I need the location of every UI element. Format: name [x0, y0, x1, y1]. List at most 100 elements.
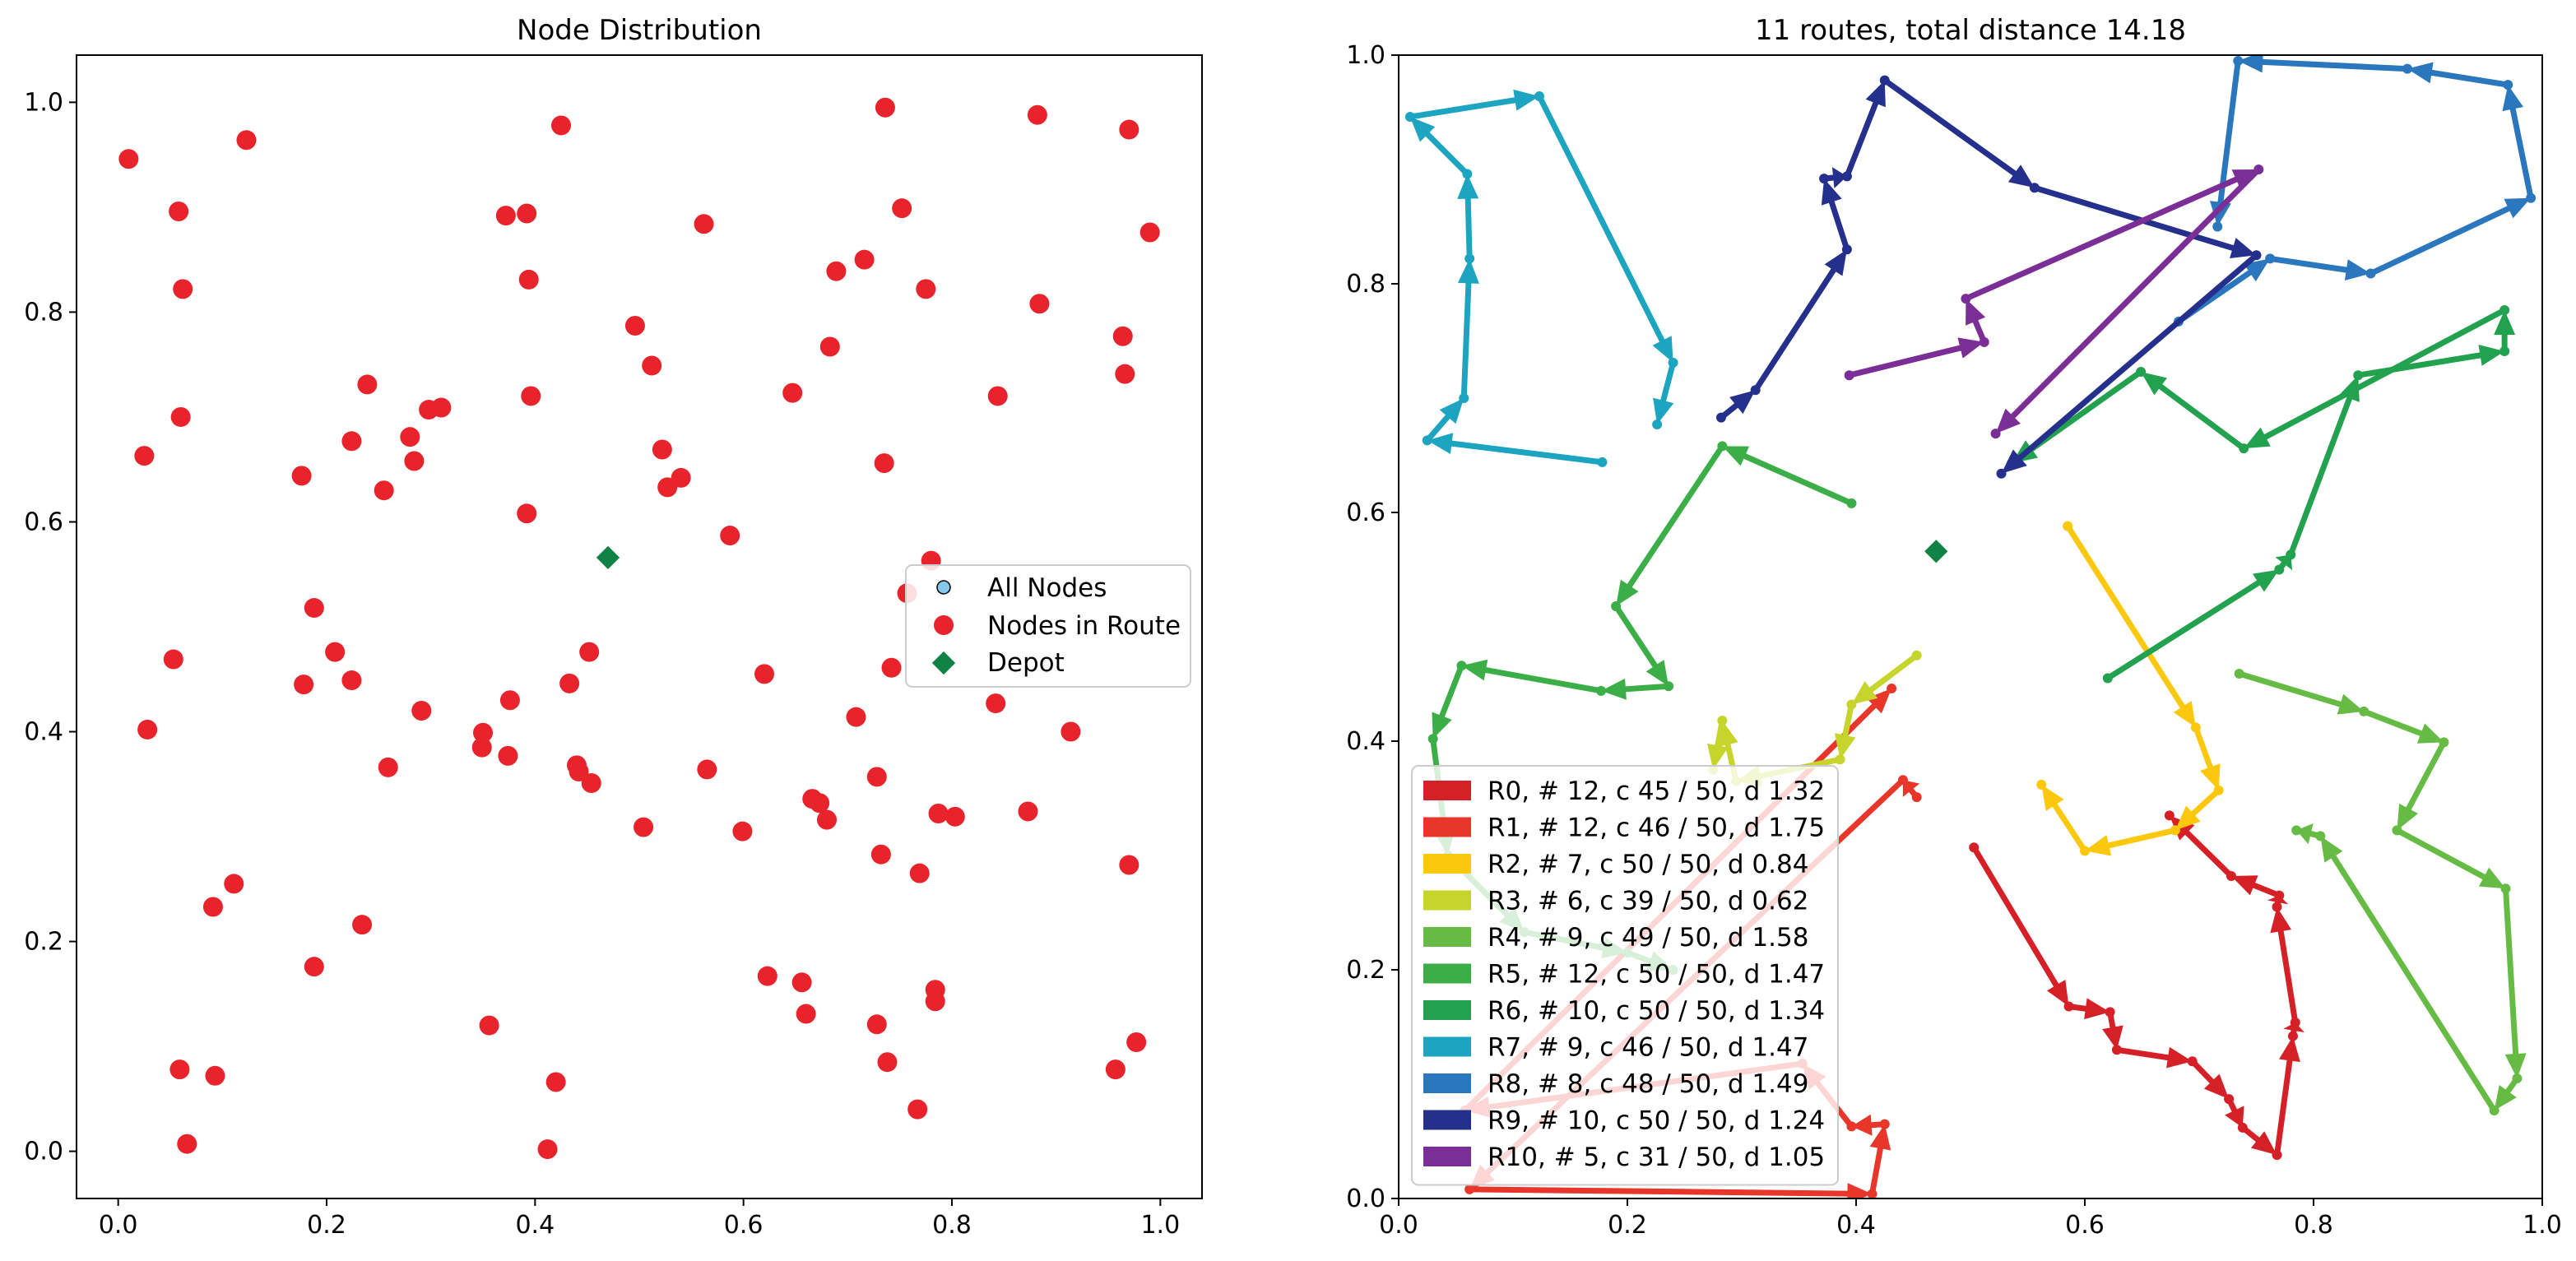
route-node: [1846, 699, 1857, 710]
route-segment: [1962, 176, 2239, 302]
node-point: [1126, 1032, 1147, 1052]
legend-swatch-r1: [1423, 817, 1471, 837]
route-node: [2251, 250, 2262, 261]
node-point: [304, 598, 324, 619]
node-point: [1112, 326, 1133, 346]
node-point: [877, 1052, 898, 1073]
routes-chart: 11 routes, total distance 14.18 0.0 0.2 0.…: [1346, 14, 2562, 1240]
route-node: [1996, 468, 2007, 479]
node-point: [810, 793, 830, 814]
node-point: [909, 863, 930, 883]
route-arrowhead: [2244, 427, 2271, 449]
route-arrowhead: [2200, 763, 2221, 790]
route-segment: [1846, 345, 1964, 378]
route-arrowhead: [2504, 197, 2532, 219]
x-tick-label: 1.0: [2523, 1211, 2562, 1240]
x-tick-label: 0.0: [1379, 1211, 1418, 1240]
y-tick-label: 0.8: [24, 298, 63, 327]
route-arrowhead: [2283, 1022, 2304, 1033]
route-arrowhead: [1957, 337, 1984, 359]
route-arrowhead: [1847, 1183, 1873, 1198]
node-point: [791, 972, 812, 993]
x-tick-label: 0.2: [1608, 1211, 1647, 1240]
route-node: [2526, 192, 2537, 203]
route-arrowhead: [1601, 678, 1627, 700]
node-point: [874, 453, 894, 474]
legend-marker-nodes-in-route: [934, 615, 954, 635]
route-r9: [1715, 75, 2262, 479]
route-node: [1427, 734, 1438, 744]
y-tick-label: 0.8: [1346, 270, 1385, 299]
route-node: [2392, 825, 2402, 836]
route-node: [2136, 367, 2147, 378]
node-point: [411, 701, 432, 721]
node-point: [471, 737, 492, 758]
node-point: [224, 874, 244, 894]
node-point: [1027, 104, 1047, 125]
route-segment: [2052, 802, 2088, 854]
node-point: [1061, 721, 1081, 742]
route-segment: [1464, 196, 1473, 262]
route-arrowhead: [1645, 660, 1669, 687]
x-tick-label: 1.0: [1140, 1211, 1180, 1240]
route-segment: [1882, 77, 2017, 177]
route-node: [1961, 294, 1971, 304]
chart-title: Node Distribution: [517, 14, 762, 47]
legend-marker-depot: [931, 651, 956, 675]
node-point: [325, 642, 346, 662]
node-point: [866, 767, 887, 787]
route-node: [2265, 253, 2276, 264]
route-segment: [2330, 854, 2498, 1114]
route-segment: [2503, 885, 2519, 1057]
node-point: [925, 991, 945, 1012]
route-r10: [1844, 165, 2264, 439]
route-arrowhead: [2046, 980, 2069, 1007]
node-point: [163, 649, 183, 670]
route-arrowhead: [2230, 875, 2258, 896]
node-point: [796, 1004, 816, 1024]
route-node: [1462, 169, 1473, 179]
route-arrowhead: [1851, 681, 1878, 705]
node-point: [1119, 119, 1139, 140]
route-arrowhead: [1824, 249, 1847, 276]
node-point: [928, 803, 949, 823]
node-point: [205, 1065, 225, 1086]
route-segment: [1466, 1186, 1850, 1197]
route-node: [2512, 1073, 2523, 1084]
route-arrowhead: [2084, 998, 2110, 1020]
node-point: [671, 467, 691, 488]
node-point: [569, 761, 589, 781]
route-r6: [2007, 304, 2516, 684]
legend-label-r4: R4, # 9, c 49 / 50, d 1.58: [1488, 923, 1808, 953]
legend-label-r8: R8, # 8, c 48 / 50, d 1.49: [1488, 1069, 1808, 1099]
route-segment: [2217, 58, 2241, 206]
route-arrowhead: [1513, 89, 1539, 111]
route-node: [1611, 600, 1622, 611]
route-arrowhead: [1461, 659, 1488, 681]
node-point: [881, 657, 902, 678]
node-point: [634, 817, 654, 837]
route-node: [2029, 183, 2040, 193]
route-node: [1879, 1119, 1890, 1129]
route-node: [2274, 890, 2285, 901]
node-point: [400, 427, 420, 447]
route-arrowhead: [2337, 693, 2365, 715]
node-point: [169, 1059, 190, 1080]
route-node: [2315, 831, 2326, 841]
route-node: [2286, 549, 2296, 560]
node-point: [581, 773, 601, 794]
node-point: [521, 386, 541, 406]
route-arrowhead: [2102, 1025, 2123, 1050]
route-node: [2233, 55, 2244, 66]
node-point: [378, 757, 398, 777]
route-arrowhead: [1995, 408, 2021, 434]
route-arrowhead: [2407, 62, 2434, 84]
x-tick-label: 0.6: [724, 1211, 764, 1240]
node-point: [987, 386, 1008, 406]
node-point: [498, 745, 518, 766]
node-point: [754, 664, 774, 684]
node-point: [916, 279, 936, 299]
route-node: [1969, 842, 1980, 853]
route-node: [1819, 174, 1830, 184]
